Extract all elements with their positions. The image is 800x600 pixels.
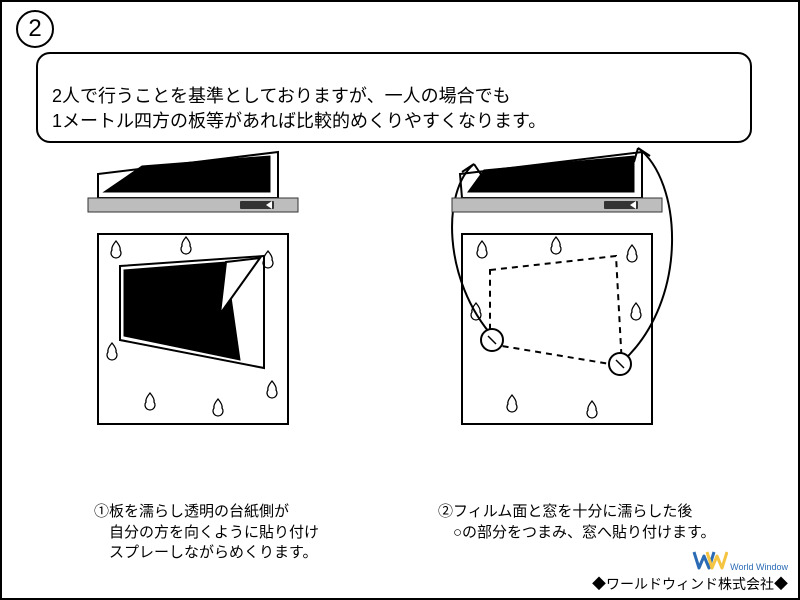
peel-corner	[220, 258, 260, 314]
water-drop-icon	[551, 237, 561, 254]
water-drop-icon	[631, 303, 641, 320]
panel-right	[432, 130, 772, 440]
film-dashed-outline	[490, 256, 622, 366]
caption-right: ②フィルム面と窓を十分に濡らした後 ○の部分をつまみ、窓へ貼り付けます。	[438, 482, 716, 543]
water-drop-icon	[627, 245, 637, 262]
brand-text: ◆ワールドウィンド株式会社◆	[592, 574, 788, 594]
window-dark-film	[104, 156, 270, 192]
right-diagram-svg	[432, 130, 712, 440]
step-number-text: 2	[28, 15, 41, 43]
water-drop-icon	[181, 237, 191, 254]
water-drop-icon	[587, 401, 597, 418]
left-diagram-svg	[68, 130, 328, 440]
caption-right-text: ②フィルム面と窓を十分に濡らした後 ○の部分をつまみ、窓へ貼り付けます。	[438, 503, 716, 540]
panel-left	[68, 130, 408, 440]
logo-text: World Window	[730, 562, 788, 572]
logo: World Window	[692, 550, 788, 572]
water-drop-icon	[267, 381, 277, 398]
caption-left-text: ①板を濡らし透明の台紙側が 自分の方を向くように貼り付け スプレーしながらめくり…	[94, 503, 319, 561]
corner-circles-group	[481, 329, 631, 375]
water-drop-icon	[107, 343, 117, 360]
caption-left: ①板を濡らし透明の台紙側が 自分の方を向くように貼り付け スプレーしながらめくり…	[94, 482, 319, 563]
window-dark-film	[468, 156, 634, 192]
water-drop-icon	[477, 241, 487, 258]
water-drop-icon	[111, 241, 121, 258]
water-drop-icon	[213, 399, 223, 416]
water-drop-icon	[145, 393, 155, 410]
water-drop-icon	[507, 395, 517, 412]
logo-icon	[692, 550, 728, 572]
step-number-badge: 2	[16, 10, 54, 48]
top-note-text: 2人で行うことを基準としておりますが、一人の場合でも 1メートル四方の板等があれ…	[52, 86, 546, 130]
